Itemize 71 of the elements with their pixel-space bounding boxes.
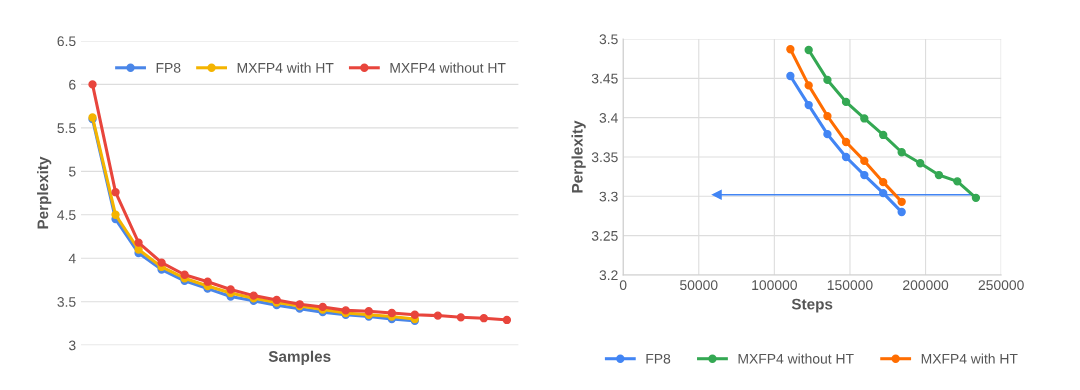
point bbox=[841, 97, 851, 107]
point bbox=[479, 314, 489, 323]
y-axis-title: Perplexity bbox=[571, 120, 586, 193]
y-tick-label: 3.35 bbox=[591, 152, 618, 163]
legend-label: MXFP4 with HT bbox=[237, 62, 334, 73]
point bbox=[786, 45, 795, 54]
x-tick-label: 150000 bbox=[827, 280, 873, 291]
point bbox=[971, 193, 981, 203]
legend-label: FP8 bbox=[156, 62, 181, 73]
x-axis-title: Samples bbox=[268, 350, 331, 365]
point bbox=[879, 130, 888, 140]
y-tick-label: 3 bbox=[68, 340, 76, 351]
point bbox=[934, 170, 944, 180]
point bbox=[860, 170, 869, 180]
y-tick-label: 3.2 bbox=[599, 270, 618, 281]
y-tick-label: 5 bbox=[68, 166, 76, 177]
point bbox=[786, 71, 795, 81]
y-tick-label: 3.3 bbox=[599, 191, 618, 202]
point bbox=[387, 308, 396, 318]
legend-label: MXFP4 with HT bbox=[921, 353, 1018, 364]
point bbox=[88, 80, 97, 89]
point bbox=[456, 313, 466, 322]
point bbox=[157, 258, 166, 267]
x-axis-title: Steps bbox=[791, 298, 833, 313]
point bbox=[860, 114, 869, 123]
point bbox=[841, 137, 851, 147]
y-tick-label: 3.25 bbox=[591, 230, 618, 241]
x-tick-label: 200000 bbox=[903, 280, 949, 291]
x-tick-label: 250000 bbox=[978, 280, 1024, 291]
point bbox=[433, 311, 442, 320]
x-tick-label: 50000 bbox=[680, 280, 718, 291]
point bbox=[111, 188, 120, 197]
point bbox=[111, 210, 120, 219]
point bbox=[502, 315, 512, 325]
point bbox=[804, 81, 813, 90]
point bbox=[180, 270, 189, 279]
point bbox=[823, 111, 832, 121]
x-tick-label: 0 bbox=[619, 280, 627, 291]
y-axis-title: Perplexity bbox=[37, 156, 52, 229]
point bbox=[203, 277, 212, 286]
y-tick-label: 4.5 bbox=[57, 210, 76, 220]
y-tick-label: 6 bbox=[69, 79, 76, 90]
point bbox=[897, 148, 906, 157]
y-tick-label: 5.5 bbox=[57, 123, 76, 134]
legend-label: MXFP4 without HT bbox=[738, 353, 854, 364]
point bbox=[134, 238, 143, 247]
legend-label: FP8 bbox=[646, 353, 671, 364]
point bbox=[134, 245, 143, 254]
point bbox=[879, 188, 888, 198]
point bbox=[823, 129, 832, 139]
point bbox=[841, 152, 851, 162]
point bbox=[860, 156, 869, 166]
y-tick-label: 3.45 bbox=[591, 73, 618, 84]
point bbox=[226, 285, 235, 294]
y-tick-label: 3.4 bbox=[599, 112, 618, 123]
point bbox=[712, 189, 722, 200]
x-tick-label: 100000 bbox=[752, 280, 797, 291]
point bbox=[953, 177, 962, 186]
y-tick-label: 3.5 bbox=[57, 297, 76, 307]
point bbox=[804, 100, 813, 110]
point bbox=[823, 75, 832, 85]
point bbox=[879, 177, 888, 187]
point bbox=[897, 207, 906, 217]
point bbox=[410, 310, 419, 319]
point bbox=[897, 197, 906, 206]
point bbox=[916, 159, 925, 168]
point bbox=[804, 45, 813, 55]
y-tick-label: 3.5 bbox=[599, 34, 618, 45]
y-tick-label: 4 bbox=[68, 253, 76, 264]
legend-label: MXFP4 without HT bbox=[390, 62, 506, 73]
y-tick-label: 6.5 bbox=[57, 36, 76, 47]
